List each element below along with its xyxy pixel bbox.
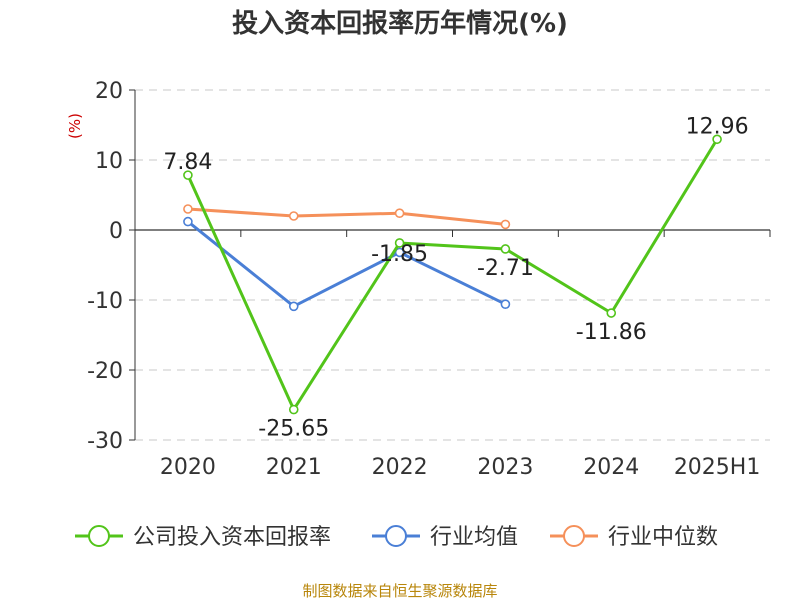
data-point	[500, 244, 511, 254]
data-label: 12.96	[686, 114, 749, 139]
data-point	[183, 170, 193, 180]
series-line	[187, 207, 506, 226]
legend-item[interactable]: 行业均值	[372, 525, 518, 550]
data-point	[500, 299, 511, 310]
y-tick-label: 10	[95, 149, 123, 174]
data-point	[500, 219, 511, 230]
data-point	[394, 208, 405, 218]
data-point	[288, 404, 299, 415]
legend-label: 行业中位数	[608, 525, 718, 550]
data-point	[394, 247, 405, 258]
series-line	[186, 138, 719, 412]
x-tick-label: 2022	[372, 455, 428, 480]
grid	[134, 89, 770, 441]
data-label: -2.71	[477, 256, 534, 281]
data-point	[183, 216, 193, 227]
data-point	[288, 211, 299, 221]
y-ticks: 20 10 0 -10 -20 -30	[87, 79, 135, 454]
legend-label: 公司投入资本回报率	[133, 525, 331, 550]
data-source-note: 制图数据来自恒生聚源数据库	[302, 582, 497, 600]
x-tick-label: 2021	[266, 455, 322, 480]
data-point	[712, 134, 722, 145]
y-tick-label: -30	[87, 429, 123, 454]
legend-marker	[385, 525, 407, 547]
x-ticks: 2020 2021 2022 2023 2024 2025H1	[134, 230, 771, 480]
legend-item[interactable]: 公司投入资本回报率	[75, 525, 331, 550]
y-tick-label: -20	[87, 359, 123, 384]
data-point	[606, 308, 617, 318]
data-label: -25.65	[258, 417, 329, 442]
legend-marker	[88, 525, 110, 547]
data-label: -1.85	[371, 242, 428, 267]
x-tick-label: 2023	[477, 455, 533, 480]
data-label: 7.84	[163, 150, 212, 175]
y-tick-label: 0	[109, 219, 123, 244]
data-point	[183, 204, 193, 214]
data-point	[288, 301, 299, 312]
legend-marker	[563, 525, 585, 547]
data-label: -11.86	[576, 320, 647, 345]
x-tick-label: 2020	[160, 455, 216, 480]
legend-item[interactable]: 行业中位数	[550, 525, 718, 550]
y-axis-label: (%)	[66, 113, 84, 139]
legend: 公司投入资本回报率 行业均值 行业中位数	[75, 525, 718, 550]
y-tick-label: 20	[95, 79, 123, 104]
legend-label: 行业均值	[430, 525, 518, 550]
x-tick-label: 2024	[583, 455, 639, 480]
series-group	[183, 134, 722, 415]
data-point	[394, 238, 405, 248]
y-tick-label: -10	[87, 289, 123, 314]
series-line	[186, 220, 507, 308]
data-labels: 7.84 -25.65 -1.85 -2.71 -11.86 12.96	[163, 114, 748, 441]
x-tick-label: 2025H1	[674, 455, 761, 480]
chart-title: 投入资本回报率历年情况(%)	[232, 8, 568, 39]
